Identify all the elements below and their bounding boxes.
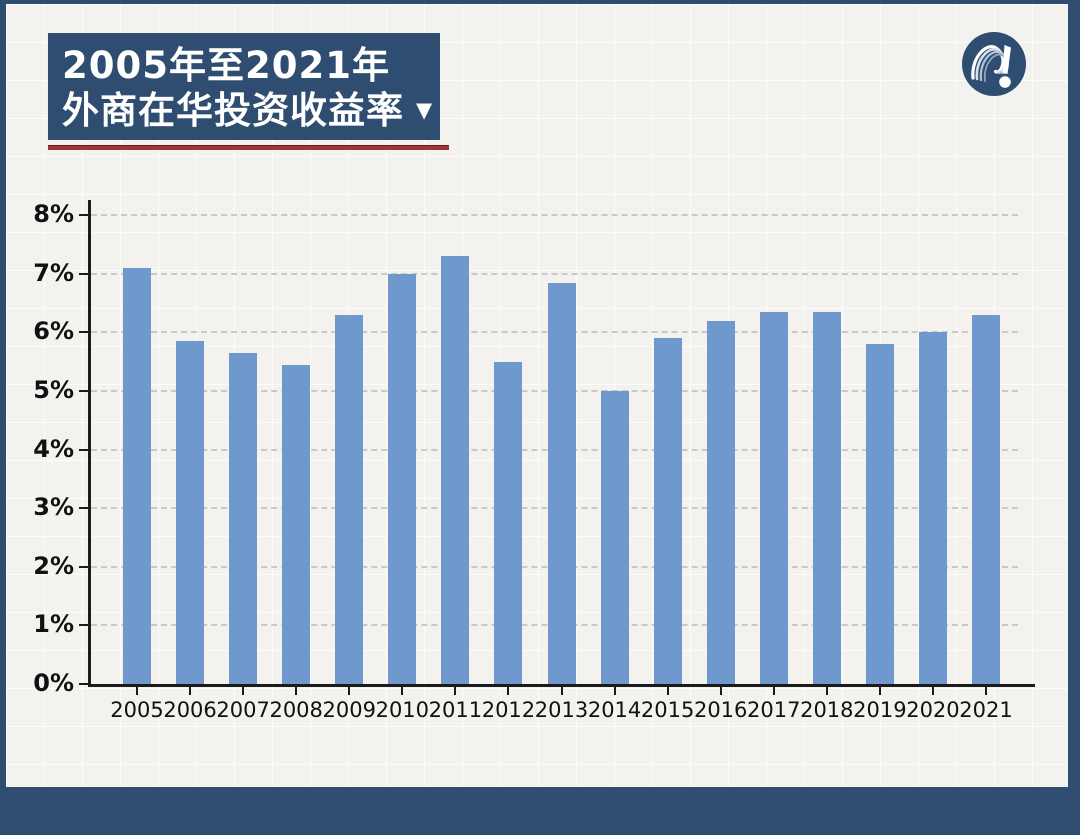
y-axis-label-1%: 1% — [33, 610, 74, 639]
y-tick-5% — [79, 390, 88, 392]
bar-2008 — [282, 364, 311, 684]
x-tick-2008 — [295, 687, 298, 695]
x-tick-2020 — [931, 687, 934, 695]
y-axis-label-2%: 2% — [33, 551, 74, 580]
x-axis-label-2018: 2018 — [800, 698, 854, 722]
bar-2014 — [600, 391, 629, 684]
bar-2017 — [759, 311, 788, 684]
bar-2018 — [812, 311, 841, 684]
bar-chart: 0% 1% 2% 3% 4% 5% 6% 7% 8% 2005 2006 2007 2008 2009 20… — [6, 4, 1068, 787]
y-axis-label-8%: 8% — [33, 200, 74, 229]
y-tick-1% — [79, 624, 88, 627]
title-line-2: 外商在华投资收益率 — [62, 89, 404, 132]
x-tick-2015 — [666, 687, 669, 695]
bar-2010 — [388, 273, 417, 684]
y-tick-6% — [79, 331, 88, 334]
x-tick-2009 — [348, 687, 351, 695]
x-axis-label-2013: 2013 — [534, 698, 589, 722]
title-line-1: 2005年至2021年 — [62, 44, 390, 87]
bar-2012 — [494, 361, 523, 684]
x-axis-label-2006: 2006 — [163, 698, 217, 722]
x-axis-label-2008: 2008 — [269, 698, 323, 722]
bar-2020 — [918, 332, 947, 684]
y-tick-8% — [79, 214, 88, 217]
logo-exclamation-dot — [999, 76, 1011, 88]
x-axis-label-2012: 2012 — [481, 698, 536, 722]
x-axis-line — [88, 684, 1035, 687]
x-tick-2017 — [772, 687, 775, 695]
y-axis-line — [88, 200, 91, 687]
y-tick-0% — [79, 683, 88, 685]
x-tick-2018 — [825, 687, 828, 695]
x-axis-label-2017: 2017 — [747, 698, 801, 722]
logo-exclamation-bar — [1002, 45, 1011, 74]
x-tick-2013 — [560, 687, 563, 695]
bar-2011 — [441, 256, 470, 684]
y-tick-3% — [79, 507, 88, 510]
x-axis-label-2010: 2010 — [375, 698, 430, 722]
x-tick-2010 — [401, 687, 404, 695]
x-axis-label-2007: 2007 — [216, 698, 270, 722]
bar-2021 — [972, 314, 1000, 684]
y-axis-label-7%: 7% — [33, 258, 74, 287]
x-axis-label-2009: 2009 — [322, 698, 376, 722]
x-axis-label-2019: 2019 — [853, 698, 907, 722]
bar-2009 — [335, 314, 364, 684]
bar-2019 — [865, 344, 894, 684]
x-axis-label-2021: 2021 — [959, 698, 1013, 722]
bar-2006 — [176, 341, 205, 684]
y-tick-2% — [79, 565, 88, 568]
y-axis-label-4%: 4% — [33, 434, 74, 463]
title-line-2-row: 外商在华投资收益率 ▼ — [62, 88, 440, 133]
x-axis-label-2005: 2005 — [110, 698, 164, 722]
y-axis-label-6%: 6% — [33, 317, 74, 346]
y-axis-label-3%: 3% — [33, 493, 74, 522]
y-tick-4% — [79, 448, 88, 451]
x-tick-2012 — [507, 687, 510, 695]
x-tick-2014 — [613, 687, 616, 695]
x-tick-2011 — [454, 687, 457, 695]
bar-2015 — [653, 338, 682, 684]
bar-2007 — [229, 352, 258, 684]
title-underline — [48, 145, 449, 150]
x-axis-label-2020: 2020 — [906, 698, 960, 722]
x-tick-2005 — [136, 687, 138, 695]
x-axis-label-2016: 2016 — [693, 698, 748, 722]
x-axis-label-2011: 2011 — [428, 698, 483, 722]
y-axis-label-5%: 5% — [33, 376, 74, 404]
bar-2016 — [706, 320, 735, 684]
y-axis-label-0%: 0% — [33, 669, 74, 697]
x-tick-2006 — [189, 687, 192, 695]
x-axis-label-2015: 2015 — [640, 698, 695, 722]
logo-swoosh — [971, 45, 1011, 88]
x-tick-2016 — [719, 687, 722, 695]
gridline-8% — [91, 214, 1018, 217]
title-box: 2005年至2021年 外商在华投资收益率 ▼ — [48, 33, 440, 140]
x-tick-2007 — [242, 687, 245, 695]
x-tick-2019 — [878, 687, 881, 695]
y-tick-7% — [79, 272, 88, 275]
content-panel: 2005年至2021年 外商在华投资收益率 ▼ 0% 1% 2% 3% 4% 5% 6% 7%… — [6, 4, 1068, 787]
brand-logo-icon — [962, 32, 1026, 96]
x-axis-label-2014: 2014 — [587, 698, 642, 722]
triangle-down-icon: ▼ — [416, 98, 434, 122]
bar-2005 — [123, 267, 151, 684]
x-tick-2021 — [985, 687, 987, 695]
bar-2013 — [547, 282, 576, 684]
gridline-7% — [91, 272, 1018, 275]
